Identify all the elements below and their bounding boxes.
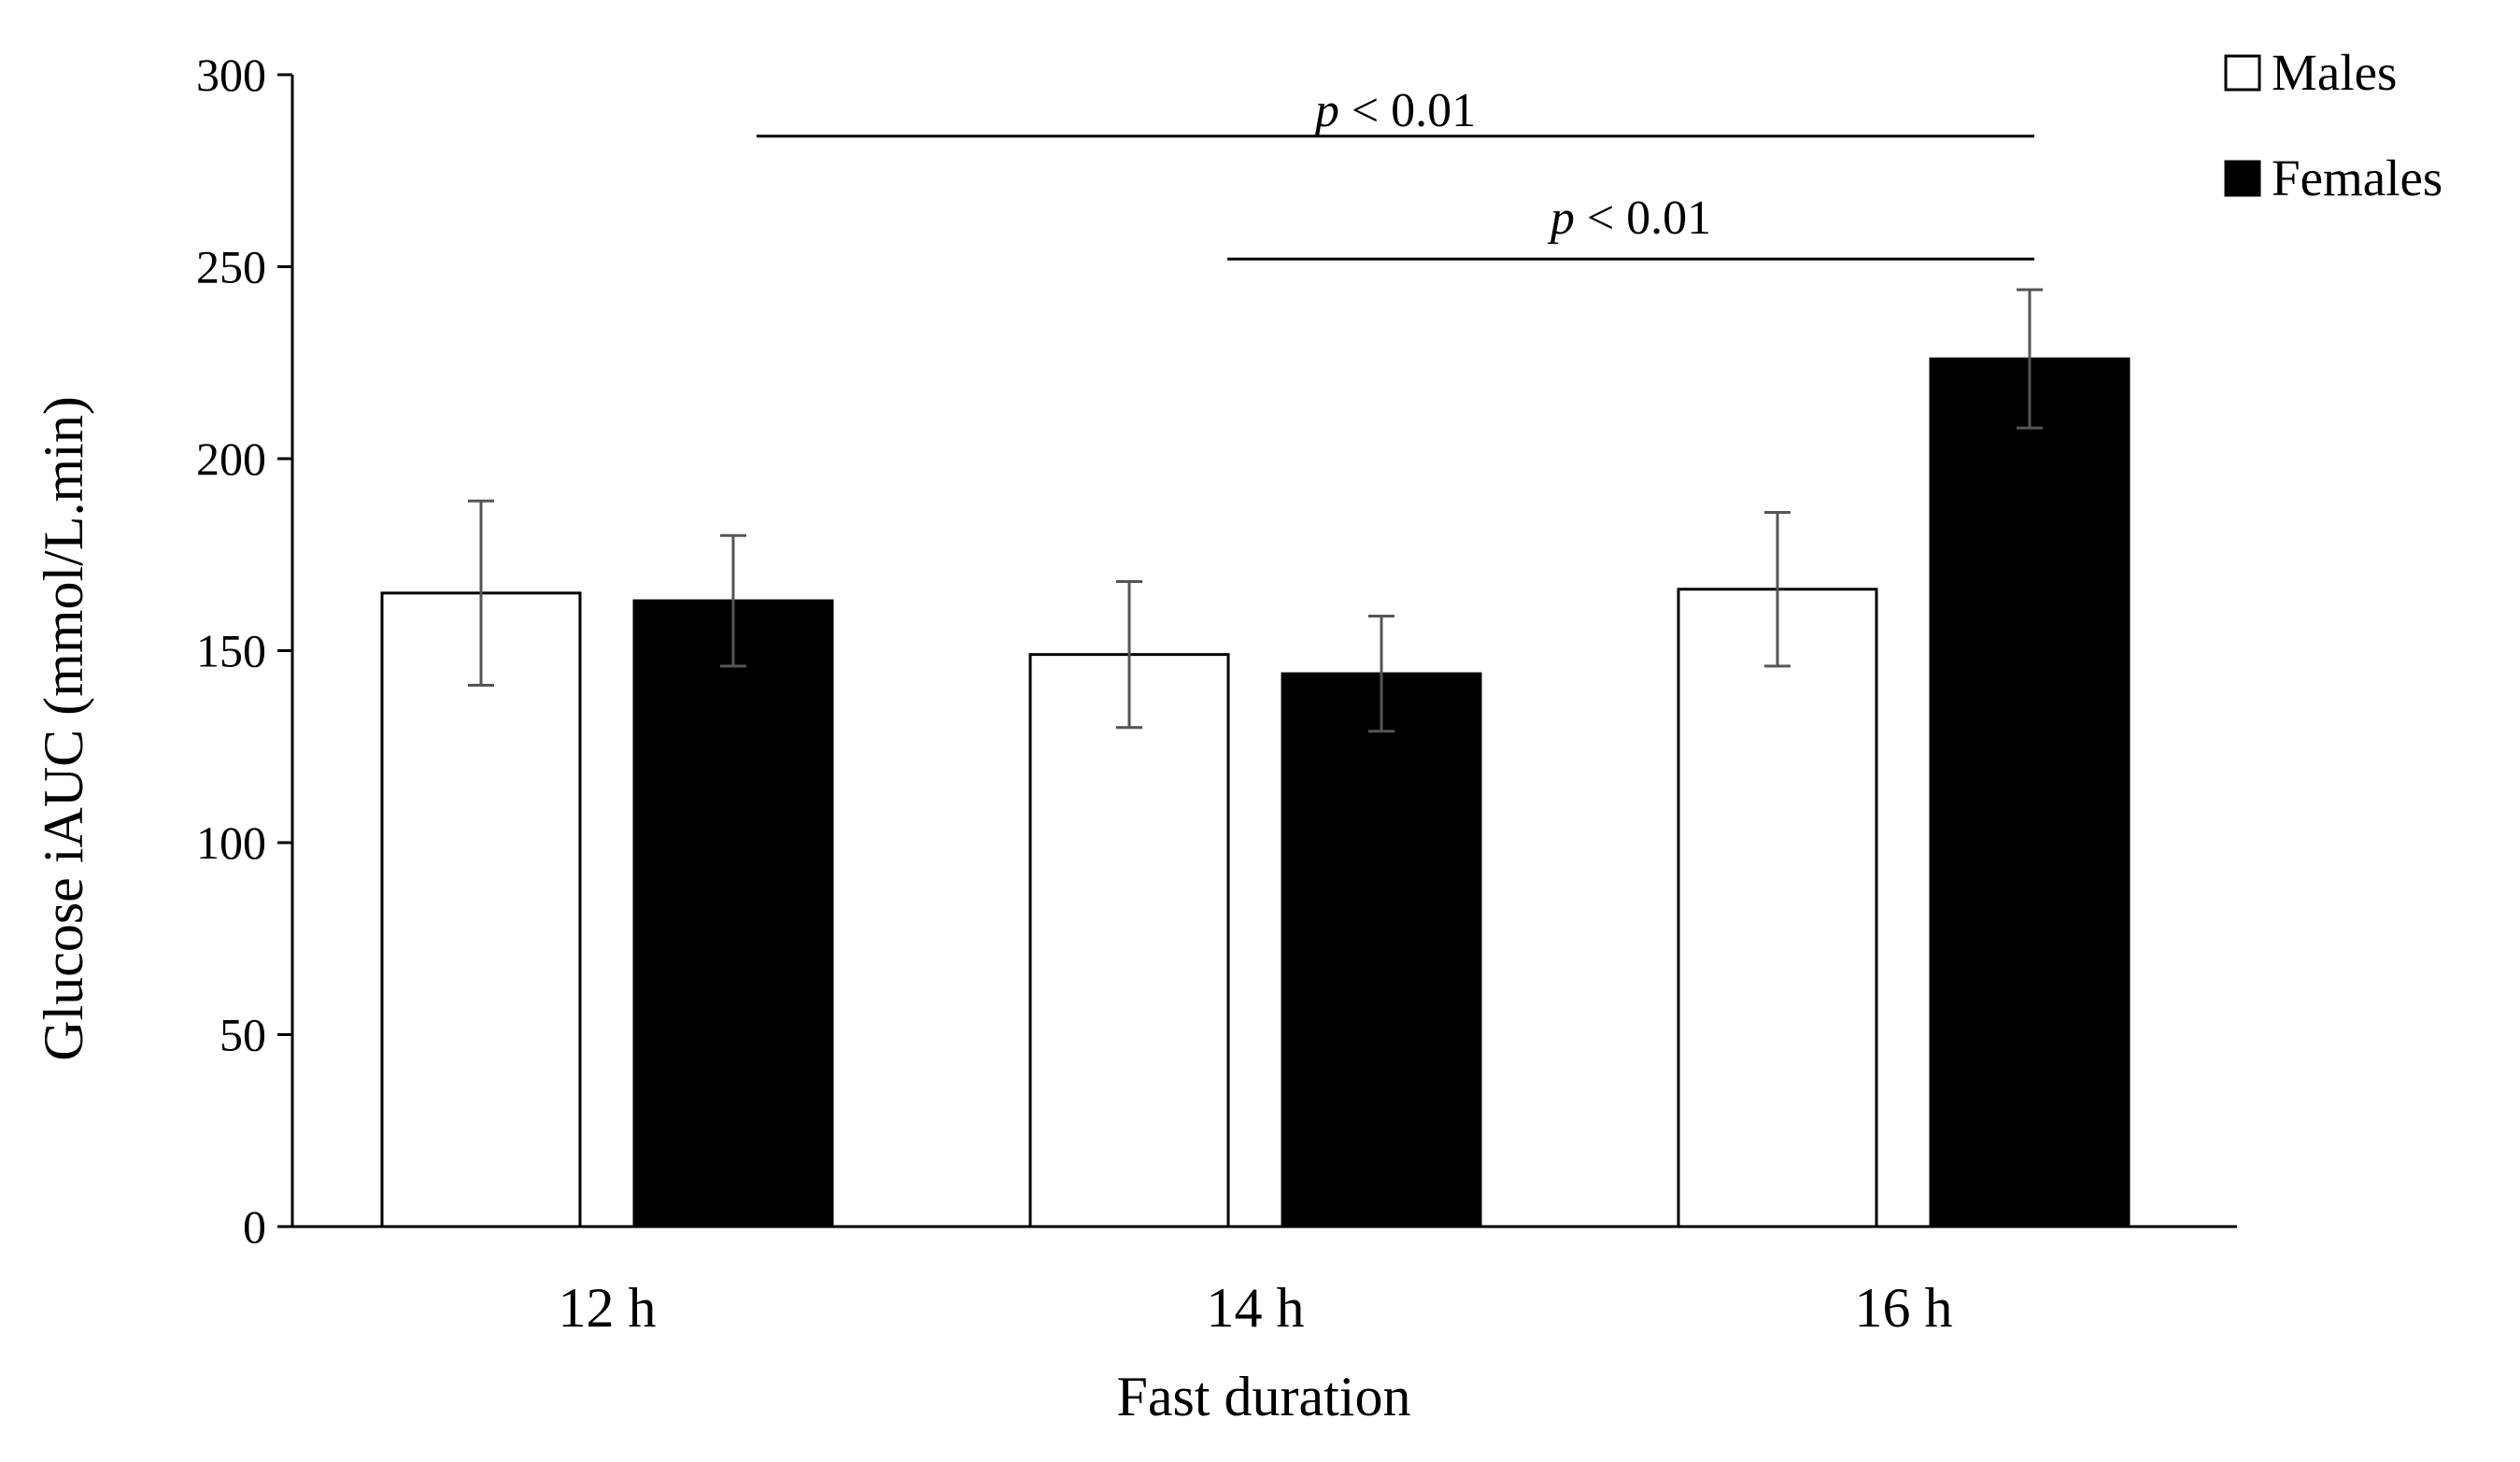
y-tick-label: 100: [196, 816, 266, 869]
y-tick-label: 150: [196, 625, 266, 677]
x-tick-label: 16 h: [1855, 1277, 1953, 1339]
p-symbol: p: [1547, 192, 1575, 245]
x-axis-title: Fast duration: [1117, 1366, 1411, 1427]
significance-label: p < 0.01: [1311, 84, 1476, 137]
bar-females-12h: [632, 599, 834, 1228]
bar-females-16h: [1929, 357, 2131, 1228]
bars-layer: [380, 357, 2131, 1228]
significance-label: p < 0.01: [1547, 192, 1711, 245]
bar-males-14h: [1028, 653, 1230, 1228]
axes-layer: 0 50 100 150 200 250 300 12 h 14 h 16 h: [196, 49, 2237, 1339]
y-tick-label: 50: [219, 1009, 266, 1061]
x-tick-label: 14 h: [1207, 1277, 1305, 1339]
y-tick-label: 200: [196, 433, 266, 485]
legend-swatch-females: [2224, 160, 2261, 197]
significance-annotations: p < 0.01p < 0.01: [757, 84, 2034, 261]
y-axis-title: Glucose iAUC (mmol/L.min): [33, 396, 94, 1061]
legend-label-females: Females: [2272, 149, 2442, 206]
p-value-text: < 0.01: [1339, 84, 1476, 137]
legend-label-males: Males: [2272, 44, 2397, 101]
bar-females-14h: [1281, 672, 1482, 1228]
bar-males-16h: [1677, 588, 1878, 1228]
p-symbol: p: [1311, 84, 1339, 137]
x-tick-label: 12 h: [559, 1277, 657, 1339]
y-tick-label: 300: [196, 49, 266, 101]
y-tick-label: 250: [196, 241, 266, 293]
error-bars-layer: [468, 288, 2043, 733]
p-value-text: < 0.01: [1575, 192, 1711, 245]
legend-swatch-males: [2224, 54, 2261, 92]
legend: Males Females: [2224, 44, 2442, 206]
y-tick-label: 0: [243, 1200, 266, 1253]
bar-males-12h: [380, 591, 582, 1228]
